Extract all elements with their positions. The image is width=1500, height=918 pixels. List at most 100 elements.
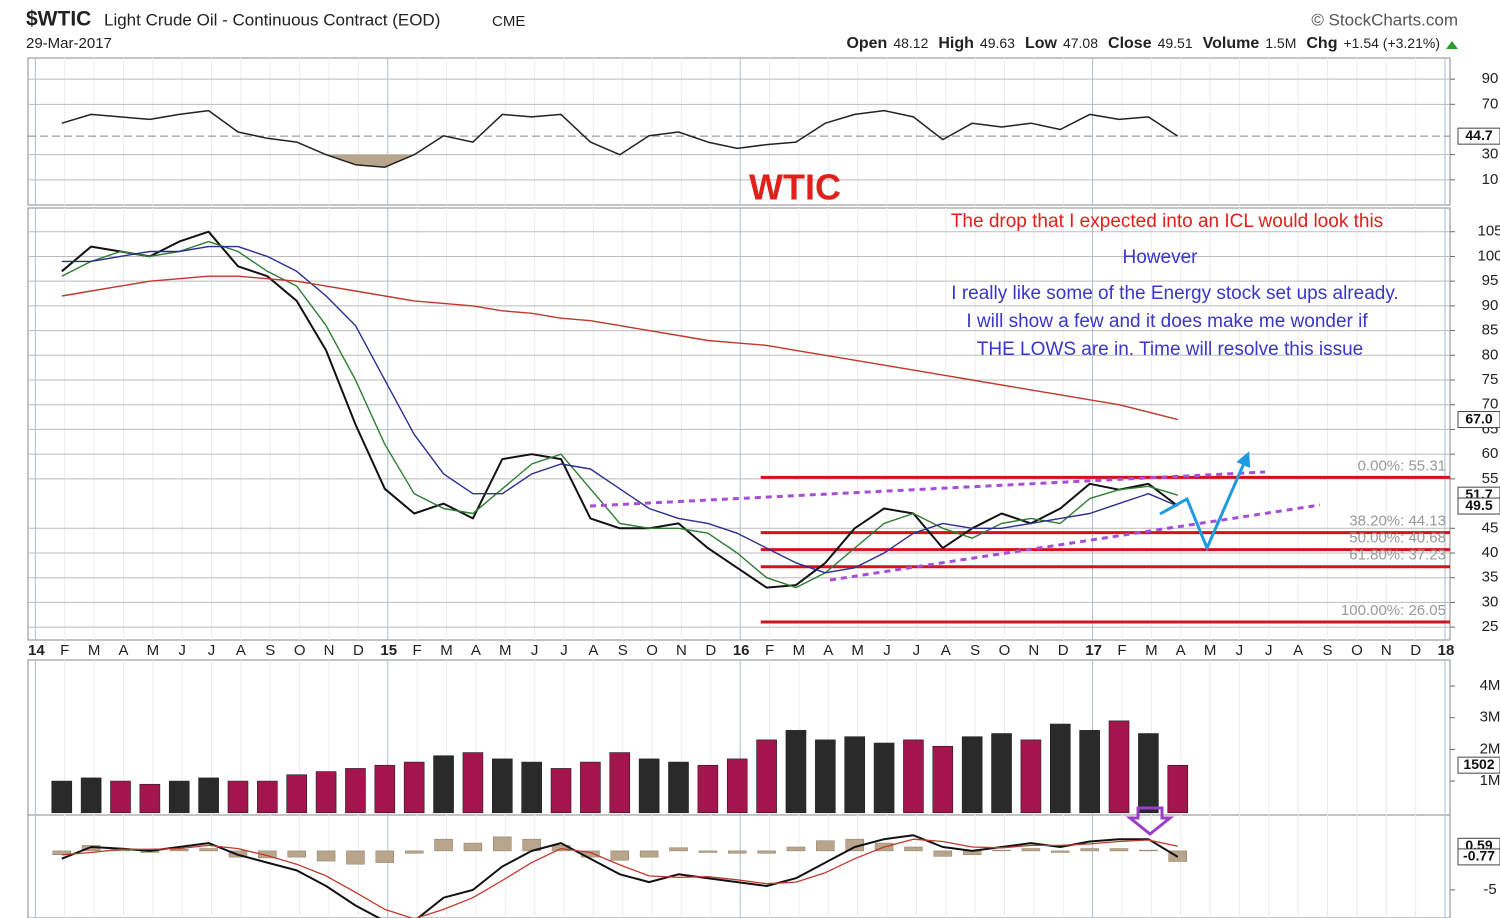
x-tick-label: O [1351, 642, 1363, 659]
x-tick-label: J [178, 642, 186, 659]
annotation: However [1123, 247, 1199, 268]
x-tick-label: D [1410, 642, 1421, 659]
x-tick-label: F [60, 642, 69, 659]
y-tick-label: 90 [1482, 297, 1499, 314]
drawn-overlays [589, 451, 1321, 836]
histogram-bar [757, 850, 776, 854]
y-tick-label: 105 [1477, 223, 1500, 240]
volume-bar [315, 771, 337, 814]
volume-bar [139, 783, 161, 814]
header: $WTIC Light Crude Oil - Continuous Contr… [26, 8, 1458, 52]
marker-label: -0.77 [1463, 848, 1495, 864]
x-tick-label: N [1028, 642, 1039, 659]
volume-bar [462, 752, 484, 814]
series-line [61, 245, 1179, 574]
marker-label: 1502 [1463, 756, 1494, 772]
quote-value: 49.63 [980, 35, 1015, 51]
histogram-bar [346, 850, 365, 865]
annotation: WTIC [749, 167, 841, 208]
histogram-bar [904, 846, 923, 852]
volume-bar [1167, 764, 1189, 814]
series-line [61, 275, 1178, 421]
x-tick-label: M [147, 642, 160, 659]
marker-label: 67.0 [1465, 410, 1492, 426]
volume-bar [1138, 733, 1159, 814]
volume-bar [580, 761, 601, 814]
x-tick-label: F [1117, 642, 1126, 659]
panel [34, 660, 1446, 815]
quote-value: +1.54 (+3.21%) [1343, 35, 1440, 51]
x-tick-label: S [1323, 642, 1333, 659]
quote-value: 49.51 [1158, 35, 1193, 51]
series-line [61, 230, 1179, 589]
instrument-name: Light Crude Oil - Continuous Contract (E… [104, 10, 440, 29]
panel-frames [27, 57, 1451, 918]
x-tick-label: J [913, 642, 921, 659]
oversold-area [61, 154, 1178, 168]
y-tick-label: 2M [1480, 740, 1500, 757]
volume-bar [1079, 730, 1100, 814]
y-tick-label: 60 [1482, 445, 1499, 462]
volume-bar [403, 761, 425, 814]
volume-bar [374, 764, 396, 814]
y-tick-label: 3M [1480, 709, 1500, 726]
marker-box [1457, 848, 1500, 866]
level-label: 61.80%: 37.23 [1349, 547, 1446, 564]
y-tick-label: 40 [1482, 544, 1499, 561]
volume-bar [257, 780, 278, 814]
x-tick-label: J [208, 642, 216, 659]
y-tick-label: 85 [1482, 322, 1499, 339]
x-tick-label: N [676, 642, 687, 659]
histogram-bar [199, 848, 218, 852]
x-tick-label: F [765, 642, 774, 659]
x-tick-label: M [1145, 642, 1158, 659]
histogram-bar [1051, 850, 1070, 853]
volume-bar [638, 758, 660, 814]
y-tick-label: 30 [1482, 146, 1499, 163]
x-tick-label: 16 [733, 642, 750, 659]
quote-label: High [938, 35, 974, 52]
x-tick-label: A [1293, 642, 1303, 659]
volume-bar [51, 780, 73, 814]
x-tick-label: O [646, 642, 658, 659]
volume-bar [932, 745, 954, 814]
x-tick-label: A [118, 642, 128, 659]
x-tick-label: M [440, 642, 453, 659]
y-tick-label: 70 [1482, 396, 1499, 413]
y-tick-label: 55 [1482, 470, 1499, 487]
x-tick-label: N [324, 642, 335, 659]
x-tick-label: S [265, 642, 275, 659]
volume-bar [227, 780, 249, 814]
histogram-bar [434, 838, 453, 852]
y-tick-label: 35 [1482, 569, 1499, 586]
trend-line [589, 470, 1266, 508]
histogram-bar [169, 849, 189, 852]
y-tick-label: 45 [1482, 519, 1499, 536]
x-tick-label: F [413, 642, 422, 659]
x-tick-label: J [531, 642, 539, 659]
volume-bar [873, 742, 895, 814]
x-tick-label: A [588, 642, 598, 659]
histogram-bar [258, 850, 277, 859]
series-line [61, 109, 1179, 168]
volume-bar [815, 739, 836, 814]
volume-bar [726, 758, 748, 814]
histogram-bar [727, 850, 747, 854]
projection-arrow [1159, 451, 1251, 552]
level-label: 38.20%: 44.13 [1349, 513, 1446, 530]
volume-bar [433, 755, 454, 814]
y-tick-label: -5 [1483, 881, 1496, 898]
x-tick-label: S [618, 642, 628, 659]
x-tick-label: J [1265, 642, 1273, 659]
panel [34, 815, 1446, 918]
x-tick-label: D [353, 642, 364, 659]
level-label: 0.00%: 55.31 [1358, 457, 1446, 474]
histogram-bar [463, 842, 483, 852]
x-tick-label: O [294, 642, 306, 659]
histogram-bar [816, 840, 835, 852]
histogram-bar [698, 850, 718, 853]
histogram-bar [786, 846, 806, 852]
x-tick-label: M [851, 642, 864, 659]
volume-bar [961, 736, 983, 814]
